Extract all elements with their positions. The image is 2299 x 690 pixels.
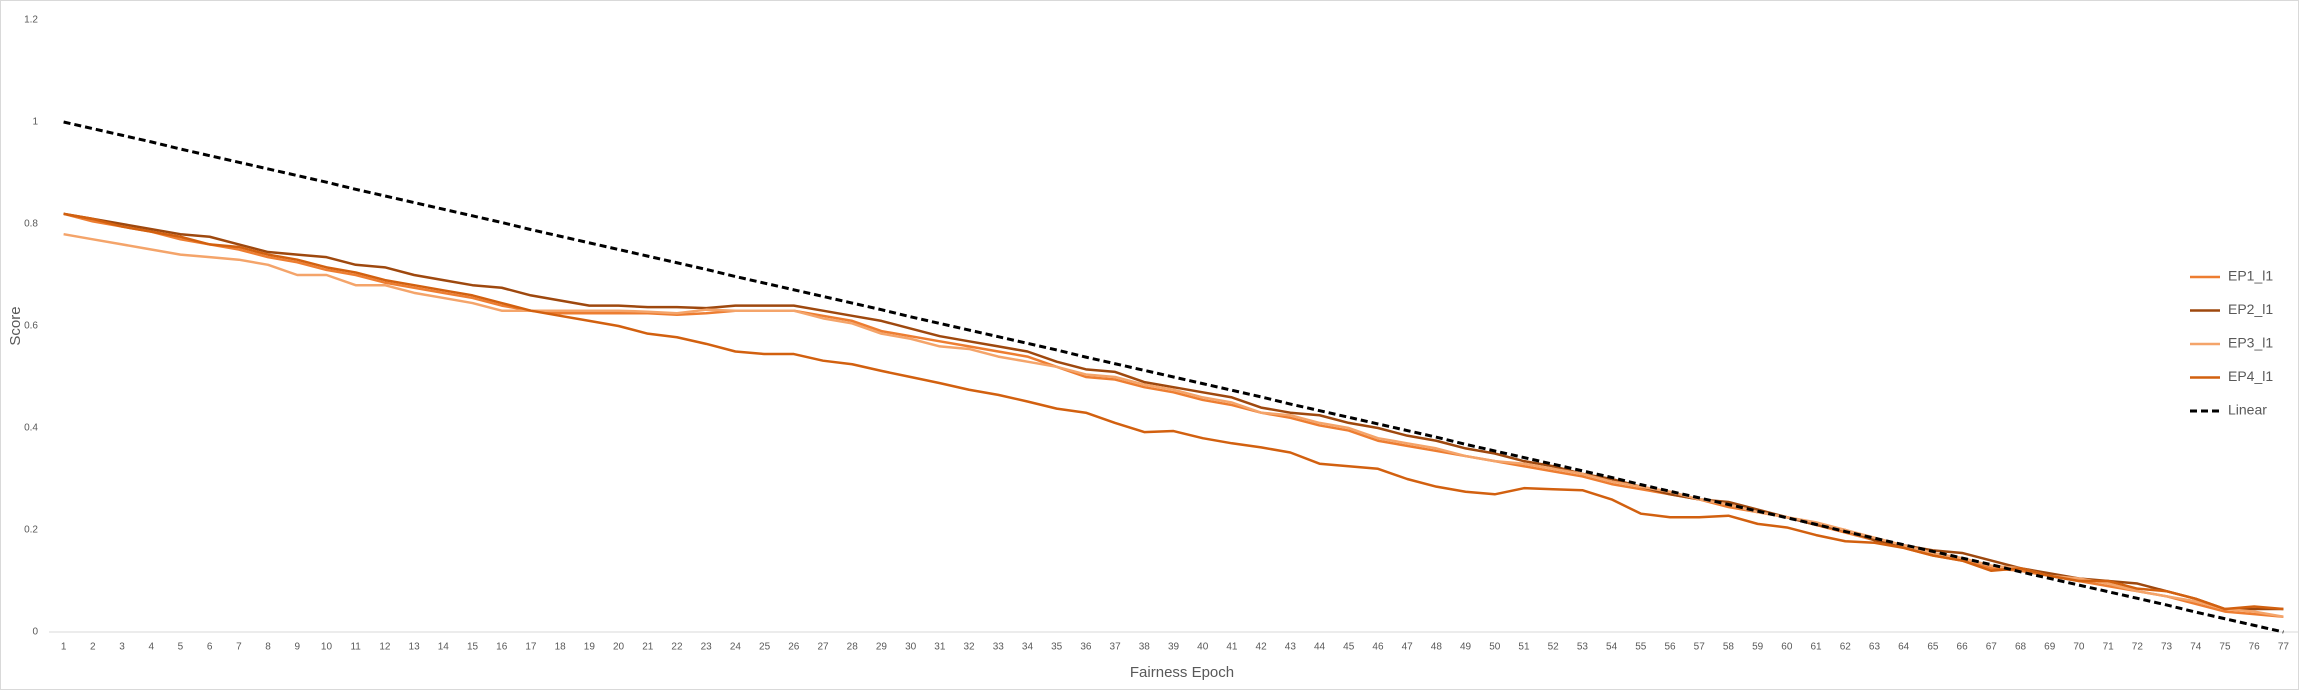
x-tick-label: 27 xyxy=(817,642,829,653)
x-tick-label: 50 xyxy=(1489,642,1501,653)
x-tick-label: 28 xyxy=(847,642,859,653)
x-tick-label: 53 xyxy=(1577,642,1589,653)
legend-label: EP3_l1 xyxy=(2228,335,2273,351)
x-tick-label: 24 xyxy=(730,642,742,653)
x-tick-label: 17 xyxy=(525,642,537,653)
x-tick-label: 15 xyxy=(467,642,479,653)
x-tick-label: 44 xyxy=(1314,642,1326,653)
x-axis-title: Fairness Epoch xyxy=(1130,664,1234,681)
x-tick-label: 40 xyxy=(1197,642,1209,653)
x-tick-label: 34 xyxy=(1022,642,1034,653)
x-tick-label: 45 xyxy=(1343,642,1355,653)
x-tick-label: 22 xyxy=(671,642,683,653)
x-tick-label: 6 xyxy=(207,642,213,653)
x-tick-label: 36 xyxy=(1080,642,1092,653)
x-tick-label: 42 xyxy=(1256,642,1268,653)
x-tick-label: 72 xyxy=(2132,642,2144,653)
x-tick-label: 60 xyxy=(1781,642,1793,653)
x-tick-label: 55 xyxy=(1635,642,1647,653)
x-tick-label: 14 xyxy=(438,642,450,653)
x-tick-label: 32 xyxy=(963,642,975,653)
x-tick-label: 3 xyxy=(119,642,125,653)
x-tick-label: 29 xyxy=(876,642,888,653)
y-tick-label: 0 xyxy=(32,627,38,638)
x-tick-label: 10 xyxy=(321,642,333,653)
x-tick-label: 30 xyxy=(905,642,917,653)
x-tick-label: 25 xyxy=(759,642,771,653)
y-tick-label: 1 xyxy=(32,117,38,128)
x-tick-label: 66 xyxy=(1957,642,1969,653)
x-tick-label: 21 xyxy=(642,642,654,653)
x-tick-label: 71 xyxy=(2103,642,2115,653)
x-tick-label: 64 xyxy=(1898,642,1910,653)
x-tick-label: 19 xyxy=(584,642,596,653)
x-tick-label: 63 xyxy=(1869,642,1881,653)
x-tick-label: 31 xyxy=(934,642,946,653)
x-tick-label: 23 xyxy=(701,642,713,653)
x-tick-label: 77 xyxy=(2278,642,2290,653)
x-tick-label: 69 xyxy=(2044,642,2056,653)
x-tick-label: 18 xyxy=(555,642,567,653)
x-tick-label: 37 xyxy=(1110,642,1122,653)
x-tick-label: 41 xyxy=(1226,642,1238,653)
x-tick-label: 13 xyxy=(409,642,421,653)
x-tick-label: 16 xyxy=(496,642,508,653)
x-tick-label: 59 xyxy=(1752,642,1764,653)
x-tick-label: 7 xyxy=(236,642,242,653)
x-tick-label: 8 xyxy=(265,642,271,653)
legend-label: EP1_l1 xyxy=(2228,268,2273,284)
x-tick-label: 20 xyxy=(613,642,625,653)
x-tick-label: 74 xyxy=(2190,642,2202,653)
x-tick-label: 65 xyxy=(1927,642,1939,653)
x-tick-label: 46 xyxy=(1372,642,1384,653)
x-tick-label: 76 xyxy=(2249,642,2261,653)
x-tick-label: 12 xyxy=(379,642,391,653)
x-tick-label: 48 xyxy=(1431,642,1443,653)
x-tick-label: 43 xyxy=(1285,642,1297,653)
x-tick-label: 56 xyxy=(1664,642,1676,653)
x-tick-label: 35 xyxy=(1051,642,1063,653)
x-tick-label: 62 xyxy=(1840,642,1852,653)
y-tick-label: 0.2 xyxy=(24,525,38,536)
y-tick-label: 1.2 xyxy=(24,15,38,26)
x-tick-label: 38 xyxy=(1139,642,1151,653)
legend-label: EP2_l1 xyxy=(2228,301,2273,317)
x-tick-label: 1 xyxy=(61,642,67,653)
x-tick-label: 57 xyxy=(1694,642,1706,653)
x-tick-label: 68 xyxy=(2015,642,2027,653)
y-tick-label: 0.4 xyxy=(24,423,38,434)
x-tick-label: 9 xyxy=(294,642,300,653)
x-tick-label: 61 xyxy=(1811,642,1823,653)
legend-label: EP4_l1 xyxy=(2228,368,2273,384)
x-tick-label: 2 xyxy=(90,642,96,653)
x-tick-label: 67 xyxy=(1986,642,1998,653)
x-tick-label: 5 xyxy=(178,642,184,653)
x-tick-label: 52 xyxy=(1548,642,1560,653)
y-axis-title: Score xyxy=(7,306,24,345)
x-tick-label: 47 xyxy=(1402,642,1414,653)
x-tick-label: 73 xyxy=(2161,642,2173,653)
series-line xyxy=(63,212,2284,611)
y-tick-label: 0.8 xyxy=(24,219,38,230)
x-tick-label: 70 xyxy=(2073,642,2085,653)
x-tick-label: 75 xyxy=(2219,642,2231,653)
x-tick-label: 33 xyxy=(993,642,1005,653)
x-tick-label: 54 xyxy=(1606,642,1618,653)
x-tick-label: 51 xyxy=(1518,642,1530,653)
x-tick-label: 49 xyxy=(1460,642,1472,653)
x-tick-label: 39 xyxy=(1168,642,1180,653)
x-tick-label: 4 xyxy=(148,642,154,653)
x-tick-label: 26 xyxy=(788,642,800,653)
y-tick-label: 0.6 xyxy=(24,321,38,332)
x-tick-label: 58 xyxy=(1723,642,1735,653)
x-tick-label: 11 xyxy=(350,642,361,653)
legend-label: Linear xyxy=(2228,402,2267,418)
series-line xyxy=(63,120,2284,634)
